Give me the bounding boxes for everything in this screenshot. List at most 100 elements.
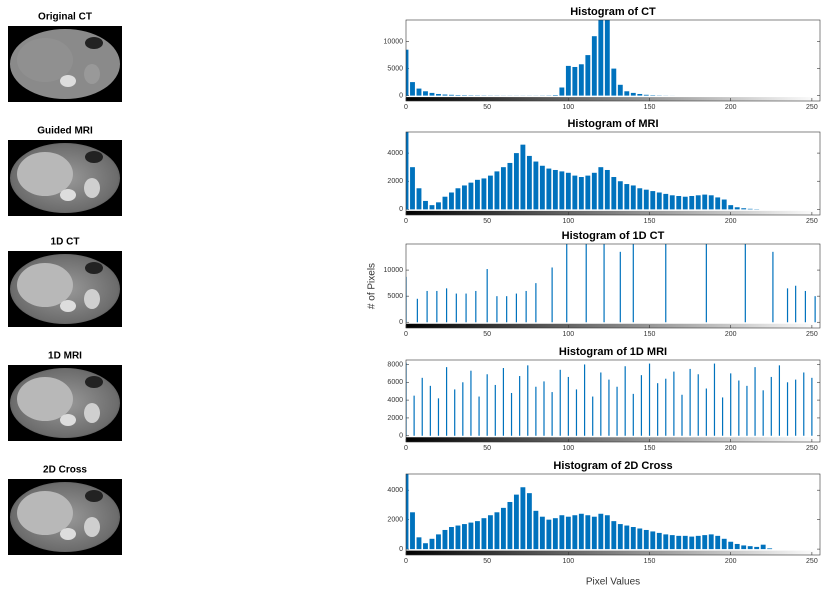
bar [566,517,571,549]
x-tick-label: 200 [725,331,737,338]
spike [763,390,764,435]
bar [572,67,577,96]
spike [815,296,816,322]
x-tick-label: 0 [404,558,408,565]
bar [715,197,720,209]
x-tick-label: 150 [644,445,656,452]
bar [579,514,584,549]
spike [535,283,536,322]
bar [443,530,448,549]
spike [698,374,699,436]
spike [657,383,658,436]
spike [478,397,479,436]
figure: Original CTGuided MRI1D CT1D MRI2D Cross… [0,0,823,591]
spike [787,382,788,435]
bar [709,534,714,549]
bar [670,195,675,209]
bars [404,132,760,209]
y-tick-label: 5000 [387,65,403,72]
organ [84,517,100,537]
bar [469,523,474,550]
bar [696,536,701,549]
bar [585,515,590,549]
bar [410,167,415,209]
spike [603,239,604,322]
spike [730,373,731,435]
organ [85,490,103,502]
bar [559,171,564,209]
bar [644,190,649,210]
spike [625,366,626,436]
organ [60,300,76,312]
y-tick-label: 10000 [384,267,404,274]
spike [465,294,466,323]
bar [637,528,642,549]
bar [624,526,629,550]
spike [811,378,812,436]
bar [637,94,642,96]
y-tick-label: 10000 [384,38,404,45]
bar [443,197,448,210]
bar [514,153,519,209]
spike [633,239,634,322]
y-tick-label: 6000 [387,379,403,386]
bar [469,183,474,210]
bar [430,93,435,96]
organ [85,151,103,163]
spike [552,267,553,322]
scan-image [8,365,122,441]
bar [676,536,681,549]
bar [559,88,564,96]
bar [696,195,701,209]
bar [443,95,448,96]
spike [706,389,707,436]
bar [605,15,610,96]
spike [772,252,773,322]
bar [533,162,538,210]
bar [507,163,512,209]
y-tick-label: 0 [399,546,403,553]
x-tick-label: 200 [725,104,737,111]
organ [17,491,73,535]
bar [417,89,422,96]
bar [741,208,746,209]
spike [454,389,455,435]
bar [462,185,467,209]
bar [430,539,435,549]
bar [546,169,551,210]
y-tick-label: 0 [399,319,403,326]
x-tick-label: 50 [483,558,491,565]
x-tick-label: 50 [483,331,491,338]
spike [787,288,788,322]
spike [568,377,569,436]
scan-image [8,479,122,555]
bar [722,539,727,549]
spike [771,377,772,436]
bar [624,184,629,209]
x-tick-label: 0 [404,218,408,225]
bar [715,536,720,549]
spike [586,239,587,322]
image-label: 2D Cross [43,465,87,476]
spike [526,291,527,322]
bar [618,524,623,549]
bar [644,530,649,549]
organ [17,152,73,196]
bar [657,192,662,209]
spike [584,364,585,435]
colorbar [406,97,820,101]
spike [600,372,601,435]
y-tick-label: 8000 [387,361,403,368]
spike [487,374,488,436]
bar [423,91,428,95]
colorbar [406,437,820,442]
organ [85,262,103,274]
bars [405,363,812,436]
spike [641,375,642,436]
x-axis-label: Pixel Values [586,577,640,588]
x-tick-label: 50 [483,104,491,111]
plot-frame [406,360,820,442]
bar [423,201,428,209]
y-tick-label: 2000 [387,516,403,523]
spike [535,387,536,436]
